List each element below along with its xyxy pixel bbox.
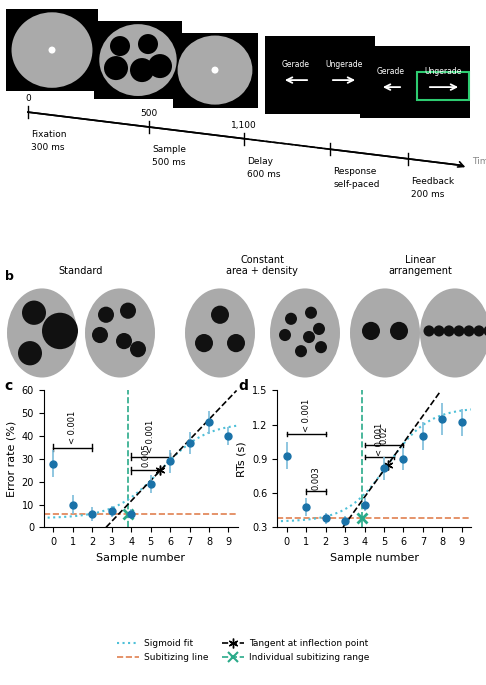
- Text: 0.005: 0.005: [141, 443, 150, 467]
- Text: Constant
area + density: Constant area + density: [226, 255, 298, 276]
- Text: Response: Response: [333, 167, 377, 176]
- Text: < 0.001: < 0.001: [302, 399, 311, 432]
- Bar: [173, 33, 258, 108]
- Ellipse shape: [12, 12, 92, 88]
- Circle shape: [453, 325, 465, 336]
- Y-axis label: RTs (s): RTs (s): [236, 441, 246, 477]
- Bar: [417, 72, 469, 100]
- Text: a: a: [5, 7, 14, 20]
- Circle shape: [305, 307, 317, 319]
- Circle shape: [195, 334, 213, 352]
- Circle shape: [130, 58, 154, 82]
- Circle shape: [279, 329, 291, 341]
- Circle shape: [227, 334, 245, 352]
- Ellipse shape: [350, 288, 420, 377]
- X-axis label: Sample number: Sample number: [96, 553, 186, 563]
- Circle shape: [104, 56, 128, 80]
- Ellipse shape: [177, 36, 252, 105]
- Text: 200 ms: 200 ms: [411, 190, 445, 199]
- Circle shape: [18, 341, 42, 365]
- Circle shape: [484, 325, 486, 336]
- Text: self-paced: self-paced: [333, 180, 380, 189]
- Text: 0: 0: [25, 94, 31, 103]
- Circle shape: [92, 327, 108, 343]
- Ellipse shape: [185, 288, 255, 377]
- Bar: [94, 21, 182, 99]
- Text: Fixation: Fixation: [31, 130, 67, 139]
- Circle shape: [211, 66, 219, 73]
- Text: 0.02: 0.02: [380, 425, 388, 444]
- Circle shape: [444, 325, 454, 336]
- Ellipse shape: [270, 288, 340, 377]
- Circle shape: [42, 313, 78, 349]
- Text: 1,100: 1,100: [231, 121, 257, 129]
- Circle shape: [138, 34, 158, 54]
- Circle shape: [313, 323, 325, 335]
- Bar: [360, 46, 470, 118]
- Text: Gerade: Gerade: [377, 67, 405, 76]
- Text: < 0.001: < 0.001: [375, 423, 383, 456]
- Bar: [265, 36, 375, 114]
- Ellipse shape: [99, 24, 177, 96]
- Text: Gerade: Gerade: [282, 60, 310, 69]
- Text: b: b: [5, 270, 14, 283]
- Text: Delay: Delay: [247, 157, 273, 166]
- Bar: [6, 9, 98, 91]
- Circle shape: [434, 325, 445, 336]
- Circle shape: [98, 307, 114, 323]
- Text: Standard: Standard: [59, 266, 103, 276]
- Circle shape: [120, 303, 136, 319]
- Legend: Sigmoid fit, Subitizing line, Tangent at inflection point, Individual subitizing: Sigmoid fit, Subitizing line, Tangent at…: [113, 636, 373, 666]
- Circle shape: [464, 325, 474, 336]
- Circle shape: [423, 325, 434, 336]
- Text: Time: Time: [472, 157, 486, 166]
- Text: < 0.001: < 0.001: [69, 411, 77, 444]
- Text: 500 ms: 500 ms: [152, 158, 186, 167]
- Circle shape: [116, 333, 132, 349]
- Circle shape: [362, 322, 380, 340]
- Circle shape: [148, 54, 172, 78]
- Circle shape: [390, 322, 408, 340]
- Ellipse shape: [7, 288, 77, 377]
- Circle shape: [315, 341, 327, 353]
- Circle shape: [211, 306, 229, 324]
- Circle shape: [49, 47, 55, 53]
- Text: 500: 500: [140, 109, 157, 118]
- Circle shape: [130, 341, 146, 358]
- Text: Feedback: Feedback: [411, 177, 454, 186]
- Circle shape: [22, 301, 46, 325]
- Text: d: d: [238, 379, 248, 393]
- Circle shape: [473, 325, 485, 336]
- Text: 300 ms: 300 ms: [31, 143, 65, 152]
- Text: 0.003: 0.003: [312, 466, 320, 490]
- Text: c: c: [5, 379, 13, 393]
- X-axis label: Sample number: Sample number: [330, 553, 419, 563]
- Text: Ungerade: Ungerade: [325, 60, 363, 69]
- Circle shape: [303, 331, 315, 343]
- Text: Ungerade: Ungerade: [424, 67, 462, 76]
- Text: Sample: Sample: [152, 145, 186, 154]
- Text: < 0.001: < 0.001: [146, 420, 155, 453]
- Circle shape: [295, 345, 307, 358]
- Y-axis label: Error rate (%): Error rate (%): [6, 421, 16, 497]
- Text: 600 ms: 600 ms: [247, 170, 280, 179]
- Circle shape: [285, 313, 297, 325]
- Circle shape: [110, 36, 130, 56]
- Text: Linear
arrangement: Linear arrangement: [388, 255, 452, 276]
- Ellipse shape: [420, 288, 486, 377]
- Ellipse shape: [85, 288, 155, 377]
